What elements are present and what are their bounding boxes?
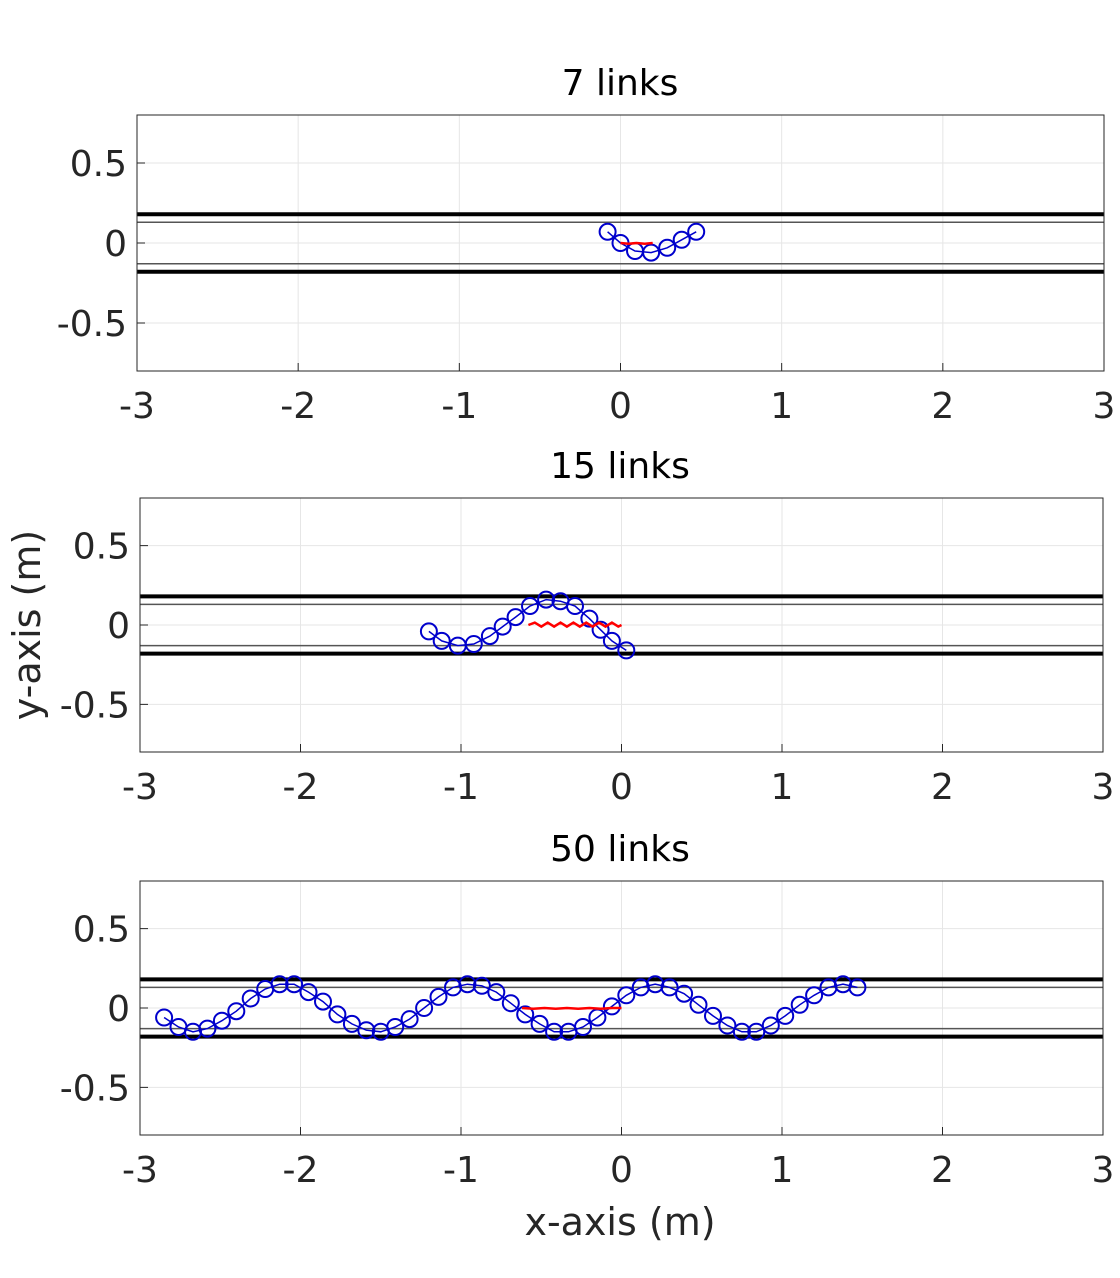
x-tick-label: 1 [771, 1150, 794, 1191]
link-marker [501, 994, 520, 1013]
link-marker [848, 978, 867, 997]
x-tick-label: -2 [283, 767, 319, 808]
x-tick-label: -1 [443, 1150, 479, 1191]
subplot-7-links: 7 links -3 -2 -1 0 1 2 3 0.5 0 -0.5 [57, 63, 1116, 427]
link-marker [328, 1005, 347, 1024]
link-marker [400, 1010, 419, 1029]
y-tick-label: 0.5 [70, 144, 127, 185]
x-tick-label: 3 [1092, 767, 1115, 808]
x-tick-label: 1 [771, 767, 794, 808]
x-tick-label: 0 [610, 1150, 633, 1191]
link-chain-line [163, 983, 858, 1033]
link-marker [617, 986, 636, 1005]
link-marker [357, 1021, 376, 1040]
x-tick-label: 2 [931, 1150, 954, 1191]
link-marker [747, 1022, 766, 1041]
link-marker [415, 999, 434, 1017]
link-marker [704, 1006, 722, 1025]
x-tick-label: 3 [1093, 386, 1116, 427]
x-tick-label: -3 [119, 386, 155, 427]
y-tick-label: 0 [107, 989, 130, 1030]
trajectory-line [527, 621, 623, 629]
x-tick-label: 0 [609, 386, 632, 427]
y-tick-label: -0.5 [60, 685, 130, 726]
link-marker [545, 1022, 564, 1041]
link-marker [566, 597, 584, 615]
link-marker [672, 230, 691, 249]
x-tick-label: 0 [610, 767, 633, 808]
link-marker [805, 986, 824, 1005]
x-tick-label: 3 [1092, 1150, 1115, 1191]
x-tick-label: -2 [280, 386, 316, 427]
link-marker [299, 983, 318, 1002]
link-marker [212, 1011, 231, 1030]
x-tick-label: 2 [931, 386, 954, 427]
link-marker [658, 238, 677, 257]
y-tick-label: 0.5 [73, 910, 130, 951]
link-marker [687, 222, 706, 241]
link-marker [227, 1002, 246, 1021]
link-marker [241, 989, 260, 1008]
link-marker [386, 1018, 405, 1036]
y-tick-label: 0.5 [73, 527, 130, 568]
link-marker [480, 627, 499, 646]
link-marker [155, 1008, 174, 1027]
link-marker [675, 984, 694, 1003]
link-marker [591, 620, 610, 639]
subplot-title: 7 links [562, 63, 679, 104]
link-marker [689, 995, 708, 1014]
link-marker [598, 222, 617, 241]
link-marker [718, 1016, 737, 1035]
link-marker [487, 983, 506, 1002]
link-marker [464, 635, 483, 653]
subplot-50-links: 50 links -3 -2 -1 0 1 2 3 0.5 0 -0.5 [60, 829, 1115, 1191]
trajectory-line [521, 1006, 622, 1011]
x-axis-label: x-axis (m) [524, 1200, 715, 1244]
link-marker [458, 975, 477, 994]
link-marker [506, 608, 525, 627]
link-marker [285, 975, 304, 994]
link-marker [198, 1019, 217, 1038]
x-tick-label: -1 [441, 386, 477, 427]
x-tick-label: 2 [931, 767, 954, 808]
subplot-15-links: 15 links -3 -2 -1 0 1 2 3 0.5 0 -0.5 [60, 446, 1115, 808]
y-tick-label: 0 [104, 224, 127, 265]
link-marker [537, 590, 556, 609]
link-marker [419, 622, 438, 641]
link-marker [516, 1005, 535, 1024]
link-marker [314, 992, 332, 1011]
y-tick-label: 0 [107, 606, 130, 647]
link-marker [617, 641, 636, 660]
link-marker [270, 975, 289, 994]
link-marker [776, 1006, 795, 1025]
x-tick-label: -2 [283, 1150, 319, 1191]
link-marker [602, 631, 621, 650]
link-marker [432, 631, 451, 650]
link-marker [530, 1014, 549, 1033]
link-marker [521, 597, 539, 615]
link-marker [790, 995, 809, 1014]
link-marker [493, 617, 512, 636]
link-marker [574, 1018, 592, 1036]
link-marker [429, 987, 448, 1006]
link-marker [660, 978, 679, 997]
x-tick-label: -3 [122, 1150, 158, 1191]
x-tick-label: -1 [443, 767, 479, 808]
link-marker [602, 997, 621, 1016]
trajectory-line [620, 241, 653, 246]
link-marker [732, 1022, 751, 1041]
link-marker [580, 609, 599, 628]
subplot-title: 50 links [550, 829, 690, 870]
x-tick-label: 1 [770, 386, 793, 427]
link-marker [761, 1016, 780, 1035]
link-marker [642, 243, 661, 262]
subplot-title: 15 links [550, 446, 690, 487]
y-tick-label: -0.5 [60, 1068, 130, 1109]
x-tick-label: -3 [122, 767, 158, 808]
link-chain-line [428, 598, 627, 652]
y-tick-label: -0.5 [57, 304, 127, 345]
y-axis-label: y-axis (m) [5, 530, 49, 720]
